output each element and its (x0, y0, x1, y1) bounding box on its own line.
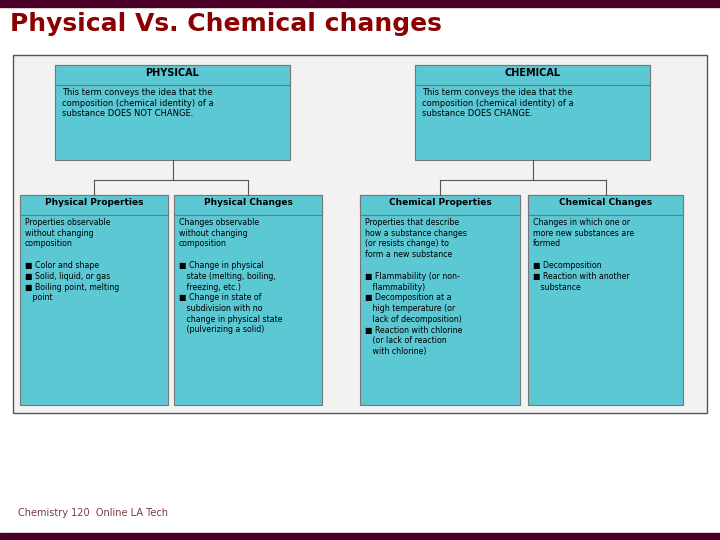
Text: Physical Changes: Physical Changes (204, 198, 292, 207)
Bar (528, 195, 683, 405)
Text: Changes observable
without changing
composition

■ Change in physical
   state (: Changes observable without changing comp… (179, 218, 282, 334)
Bar (55, 65, 290, 160)
Bar (360, 195, 520, 215)
Text: Properties that describe
how a substance changes
(or resists change) to
form a n: Properties that describe how a substance… (365, 218, 467, 356)
Text: Chemical Changes: Chemical Changes (559, 198, 652, 207)
Bar (360, 195, 520, 405)
Text: Chemical Properties: Chemical Properties (389, 198, 491, 207)
Text: Properties observable
without changing
composition

■ Color and shape
■ Solid, l: Properties observable without changing c… (25, 218, 120, 302)
Text: This term conveys the idea that the
composition (chemical identity) of a
substan: This term conveys the idea that the comp… (62, 88, 214, 118)
Bar (20, 195, 168, 405)
Bar (20, 195, 168, 215)
Bar (13, 55, 707, 413)
Text: PHYSICAL: PHYSICAL (145, 68, 199, 78)
Bar (174, 195, 322, 215)
Text: This term conveys the idea that the
composition (chemical identity) of a
substan: This term conveys the idea that the comp… (422, 88, 574, 118)
Bar (415, 65, 650, 85)
Bar (174, 195, 322, 405)
Bar (528, 195, 683, 215)
Bar (415, 65, 650, 160)
Text: Physical Vs. Chemical changes: Physical Vs. Chemical changes (10, 12, 442, 36)
Bar (0, 533, 720, 540)
Text: CHEMICAL: CHEMICAL (505, 68, 561, 78)
Text: Changes in which one or
more new substances are
formed

■ Decomposition
■ Reacti: Changes in which one or more new substan… (533, 218, 634, 292)
Bar (55, 65, 290, 85)
Text: Chemistry 120  Online LA Tech: Chemistry 120 Online LA Tech (18, 508, 168, 518)
Bar (0, 0, 720, 7)
Text: Physical Properties: Physical Properties (45, 198, 143, 207)
